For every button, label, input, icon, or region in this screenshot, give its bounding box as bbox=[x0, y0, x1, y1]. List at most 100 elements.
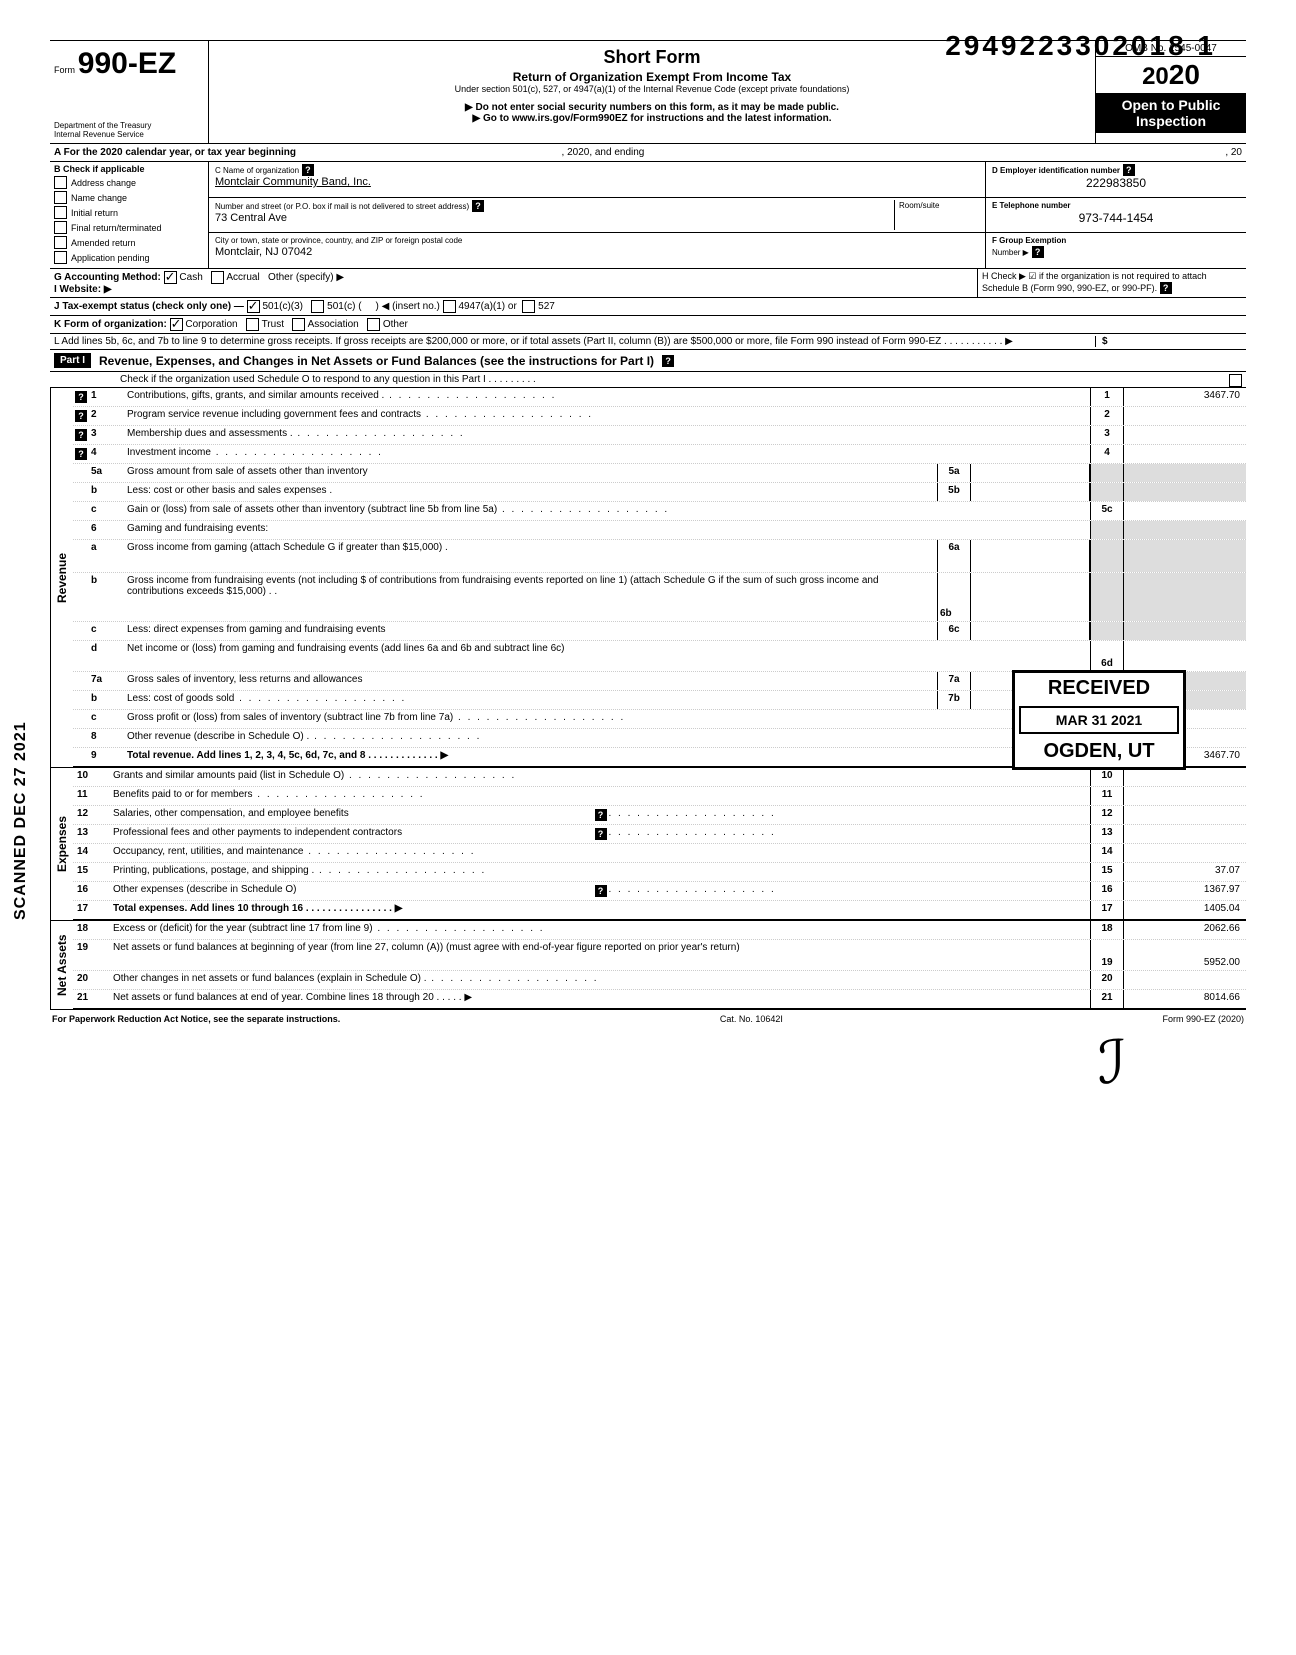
line-2: ?2Program service revenue including gove… bbox=[73, 407, 1246, 426]
checkbox-icon[interactable] bbox=[54, 236, 67, 249]
dept-treasury: Department of the Treasury bbox=[54, 121, 204, 130]
revenue-label: Revenue bbox=[50, 388, 73, 767]
received-location: OGDEN, UT bbox=[1019, 740, 1179, 763]
chk-amended-return[interactable]: Amended return bbox=[54, 236, 204, 249]
received-date: MAR 31 2021 bbox=[1019, 706, 1179, 734]
document-id: 2949223302018 1 bbox=[945, 30, 1216, 62]
help-icon[interactable]: ? bbox=[75, 391, 87, 403]
col-b-checkboxes: B Check if applicable Address change Nam… bbox=[50, 162, 209, 268]
checkbox-icon[interactable] bbox=[54, 206, 67, 219]
line-5c: cGain or (loss) from sale of assets othe… bbox=[73, 502, 1246, 521]
c-city-row: City or town, state or province, country… bbox=[209, 233, 985, 268]
line-6d: dNet income or (loss) from gaming and fu… bbox=[73, 641, 1246, 672]
line-16: 16Other expenses (describe in Schedule O… bbox=[73, 882, 1246, 901]
val-15: 37.07 bbox=[1124, 863, 1246, 881]
chk-association[interactable] bbox=[292, 318, 305, 331]
chk-cash[interactable] bbox=[164, 271, 177, 284]
part1-check-row: Check if the organization used Schedule … bbox=[50, 372, 1246, 388]
val-1: 3467.70 bbox=[1124, 388, 1246, 406]
org-city: Montclair, NJ 07042 bbox=[215, 246, 312, 258]
expenses-label: Expenses bbox=[50, 768, 73, 920]
line-6: 6Gaming and fundraising events: bbox=[73, 521, 1246, 540]
chk-name-change[interactable]: Name change bbox=[54, 191, 204, 204]
f-group-row: F Group Exemption Number ▶ ? bbox=[986, 233, 1246, 268]
chk-501c[interactable] bbox=[311, 300, 324, 313]
chk-final-return[interactable]: Final return/terminated bbox=[54, 221, 204, 234]
checkbox-icon[interactable] bbox=[54, 176, 67, 189]
section-bcdef: B Check if applicable Address change Nam… bbox=[50, 162, 1246, 269]
row-j-tax-status: J Tax-exempt status (check only one) — 5… bbox=[50, 298, 1246, 316]
open-public: Open to Public Inspection bbox=[1096, 93, 1246, 133]
chk-initial-return[interactable]: Initial return bbox=[54, 206, 204, 219]
chk-trust[interactable] bbox=[246, 318, 259, 331]
row-k-form-org: K Form of organization: Corporation Trus… bbox=[50, 316, 1246, 334]
line-18: 18Excess or (deficit) for the year (subt… bbox=[73, 921, 1246, 940]
l-dollar: $ bbox=[1095, 336, 1242, 347]
footer-cat: Cat. No. 10642I bbox=[720, 1014, 783, 1024]
form-prefix: Form bbox=[54, 65, 75, 75]
chk-schedule-o[interactable] bbox=[1229, 374, 1242, 387]
help-icon[interactable]: ? bbox=[1032, 246, 1044, 258]
help-icon[interactable]: ? bbox=[595, 885, 607, 897]
help-icon[interactable]: ? bbox=[595, 809, 607, 821]
chk-application-pending[interactable]: Application pending bbox=[54, 251, 204, 264]
chk-501c3[interactable] bbox=[247, 300, 260, 313]
line-4: ?4Investment income4 bbox=[73, 445, 1246, 464]
checkbox-icon[interactable] bbox=[54, 191, 67, 204]
help-icon[interactable]: ? bbox=[662, 355, 674, 367]
chk-4947[interactable] bbox=[443, 300, 456, 313]
col-def: D Employer identification number ? 22298… bbox=[985, 162, 1246, 268]
footer-right: Form 990-EZ (2020) bbox=[1162, 1014, 1244, 1024]
dept-irs: Internal Revenue Service bbox=[54, 130, 204, 139]
form-number-cell: Form 990-EZ Department of the Treasury I… bbox=[50, 41, 208, 143]
row-g-accounting: G Accounting Method: Cash Accrual Other … bbox=[50, 269, 1246, 298]
help-icon[interactable]: ? bbox=[1123, 164, 1135, 176]
help-icon[interactable]: ? bbox=[1160, 282, 1172, 294]
line-12: 12Salaries, other compensation, and empl… bbox=[73, 806, 1246, 825]
line-1: ?1Contributions, gifts, grants, and simi… bbox=[73, 388, 1246, 407]
phone-value: 973-744-1454 bbox=[992, 211, 1240, 225]
help-icon[interactable]: ? bbox=[75, 448, 87, 460]
help-icon[interactable]: ? bbox=[75, 429, 87, 441]
line-10: 10Grants and similar amounts paid (list … bbox=[73, 768, 1246, 787]
received-title: RECEIVED bbox=[1019, 677, 1179, 700]
checkbox-icon[interactable] bbox=[54, 221, 67, 234]
help-icon[interactable]: ? bbox=[75, 410, 87, 422]
h-schedule-b: H Check ▶ ☑ if the organization is not r… bbox=[977, 269, 1246, 297]
line-6c: cLess: direct expenses from gaming and f… bbox=[73, 622, 1246, 641]
checkbox-icon[interactable] bbox=[54, 251, 67, 264]
help-icon[interactable]: ? bbox=[595, 828, 607, 840]
ein-value: 222983850 bbox=[992, 176, 1240, 190]
line-5b: bLess: cost or other basis and sales exp… bbox=[73, 483, 1246, 502]
footer-left: For Paperwork Reduction Act Notice, see … bbox=[52, 1014, 340, 1024]
page-footer: For Paperwork Reduction Act Notice, see … bbox=[50, 1010, 1246, 1028]
instr-ssn: ▶ Do not enter social security numbers o… bbox=[219, 102, 1085, 113]
net-assets-label: Net Assets bbox=[50, 921, 73, 1009]
org-street: 73 Central Ave bbox=[215, 212, 287, 224]
line-15: 15Printing, publications, postage, and s… bbox=[73, 863, 1246, 882]
val-19: 5952.00 bbox=[1124, 940, 1246, 970]
c-street-row: Number and street (or P.O. box if mail i… bbox=[209, 198, 985, 234]
received-stamp: RECEIVED MAR 31 2021 OGDEN, UT bbox=[1012, 670, 1186, 770]
chk-address-change[interactable]: Address change bbox=[54, 176, 204, 189]
help-icon[interactable]: ? bbox=[472, 200, 484, 212]
e-phone-row: E Telephone number 973-744-1454 bbox=[986, 198, 1246, 234]
chk-527[interactable] bbox=[522, 300, 535, 313]
line-6a: aGross income from gaming (attach Schedu… bbox=[73, 540, 1246, 573]
c-org-name-row: C Name of organization ? Montclair Commu… bbox=[209, 162, 985, 198]
room-suite-label: Room/suite bbox=[899, 201, 939, 210]
line-11: 11Benefits paid to or for members11 bbox=[73, 787, 1246, 806]
help-icon[interactable]: ? bbox=[302, 164, 314, 176]
line-13: 13Professional fees and other payments t… bbox=[73, 825, 1246, 844]
form-number: 990-EZ bbox=[78, 47, 176, 80]
form-page: 2949223302018 1 Form 990-EZ Department o… bbox=[50, 40, 1246, 1028]
val-17: 1405.04 bbox=[1124, 901, 1246, 919]
line-19: 19Net assets or fund balances at beginni… bbox=[73, 940, 1246, 971]
chk-other-org[interactable] bbox=[367, 318, 380, 331]
row-l-gross-receipts: L Add lines 5b, 6c, and 7b to line 9 to … bbox=[50, 334, 1246, 350]
chk-accrual[interactable] bbox=[211, 271, 224, 284]
col-c-org-info: C Name of organization ? Montclair Commu… bbox=[209, 162, 985, 268]
val-16: 1367.97 bbox=[1124, 882, 1246, 900]
form-subtitle: Return of Organization Exempt From Incom… bbox=[219, 70, 1085, 84]
chk-corporation[interactable] bbox=[170, 318, 183, 331]
